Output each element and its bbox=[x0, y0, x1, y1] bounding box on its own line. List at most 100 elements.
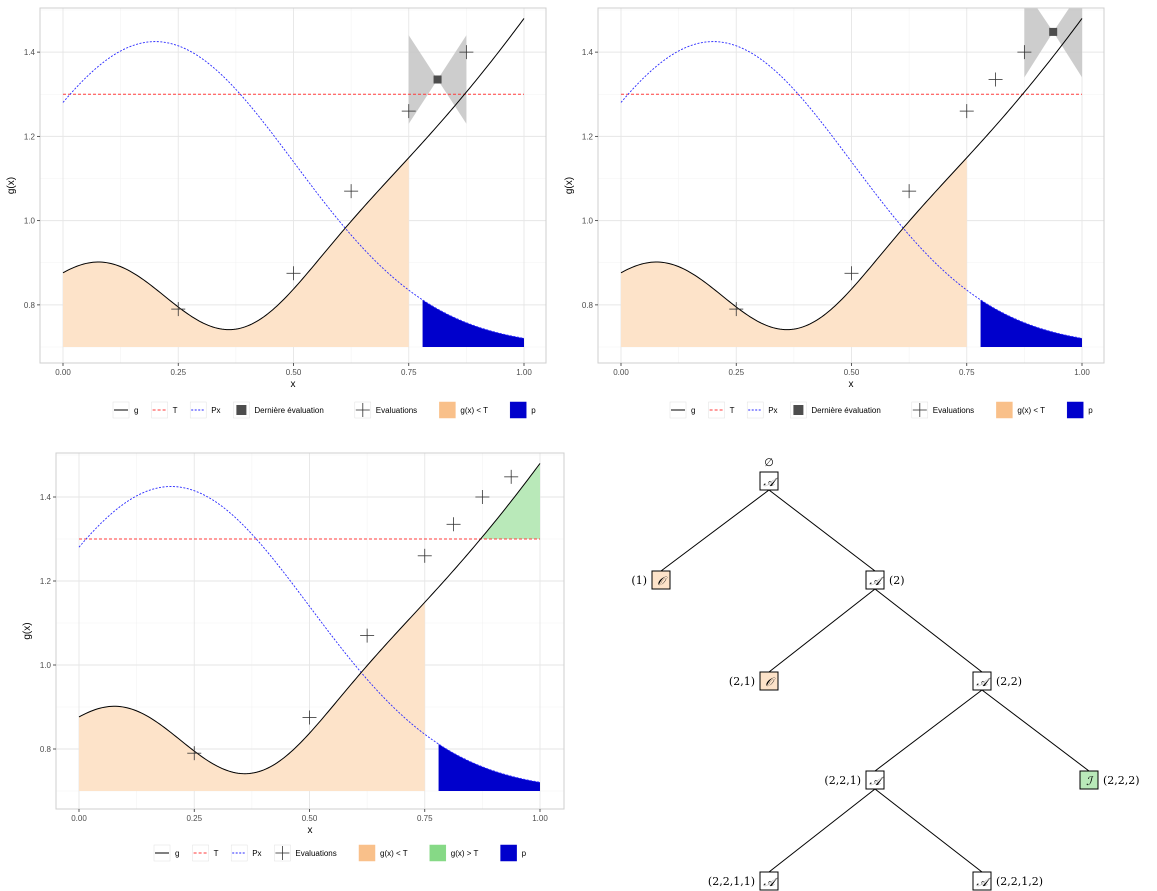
x-tick-label: 0.75 bbox=[401, 368, 417, 377]
x-tick-label: 0.25 bbox=[170, 368, 186, 377]
p-region bbox=[422, 299, 524, 347]
tree-node-symbol: 𝒜 bbox=[976, 875, 991, 889]
x-tick-label: 0.75 bbox=[417, 814, 433, 823]
x-tick-label: 0.25 bbox=[728, 368, 744, 377]
y-axis-label: g(x) bbox=[564, 177, 575, 194]
tree-node-box bbox=[651, 570, 671, 590]
legend-label: p bbox=[1088, 406, 1093, 415]
tree-node-n222: ℐ (2,2,2) bbox=[1079, 770, 1140, 790]
x-tick-label: 0.50 bbox=[844, 368, 860, 377]
y-tick-label: 0.8 bbox=[24, 301, 36, 310]
p-region bbox=[980, 299, 1082, 347]
tree-edge bbox=[981, 689, 1090, 772]
tree-edge bbox=[874, 689, 983, 772]
tree-node-label: (2,2) bbox=[996, 675, 1022, 688]
panel-border bbox=[39, 7, 547, 364]
tree-edge bbox=[768, 489, 876, 572]
legend-key-box bbox=[429, 844, 447, 862]
y-tick-label: 1.0 bbox=[40, 661, 52, 670]
legend-label: Evaluations bbox=[933, 406, 974, 415]
tree-root-label: ∅ bbox=[764, 456, 774, 469]
tree-node-symbol: 𝒜 bbox=[869, 574, 884, 588]
legend: g T Px Dernière évaluation Evaluations g(x) <… bbox=[112, 401, 536, 419]
tree-node-label: (1) bbox=[631, 574, 647, 587]
legend: g T Px Evaluations g(x) < T g(x) > T p bbox=[153, 844, 527, 862]
tree-edge bbox=[768, 788, 876, 873]
tree-node-label: (2,2,1) bbox=[824, 774, 861, 787]
x-tick-label: 1.00 bbox=[516, 368, 532, 377]
tree-node-label: (2,2,2) bbox=[1103, 774, 1140, 787]
y-tick-label: 1.4 bbox=[24, 48, 36, 57]
g-curve bbox=[62, 18, 525, 331]
tree-node-n1: 𝒪 (1) bbox=[631, 570, 671, 590]
tree-edge bbox=[768, 588, 876, 673]
confidence-band bbox=[408, 35, 467, 124]
legend-key-last bbox=[793, 405, 804, 415]
tree-node-box bbox=[759, 471, 779, 491]
tree-node-symbol: 𝒜 bbox=[763, 875, 778, 889]
px-curve bbox=[620, 41, 1083, 339]
tree-node-n221: 𝒜 (2,2,1) bbox=[824, 770, 885, 790]
tree-node-box bbox=[972, 671, 992, 691]
legend-label: g(x) > T bbox=[451, 849, 479, 858]
tree-node-box bbox=[865, 570, 885, 590]
legend-key-last bbox=[236, 405, 247, 415]
tree-edge bbox=[874, 588, 983, 673]
tree-node-label: (2) bbox=[889, 574, 905, 587]
decision-tree: ∅ 𝒜 𝒪 (1) 𝒜 (2) 𝒪 (2,1) 𝒜 (2,2) 𝒜 (2,2,1) ℐ (2,2,2) 𝒜 (… bbox=[631, 456, 1140, 891]
tree-node-n2212: 𝒜 (2,2,1,2) bbox=[972, 871, 1043, 891]
legend-key-box bbox=[509, 401, 527, 419]
legend-label: g bbox=[134, 406, 138, 415]
tree-node-symbol: 𝒜 bbox=[976, 675, 991, 689]
legend-label: g bbox=[175, 849, 179, 858]
tree-node-n2: 𝒜 (2) bbox=[865, 570, 905, 590]
panel-border bbox=[55, 452, 565, 810]
x-tick-label: 0.50 bbox=[286, 368, 302, 377]
legend-label: g bbox=[691, 406, 695, 415]
legend-label: p bbox=[522, 849, 527, 858]
tree-node-box bbox=[759, 671, 779, 691]
tree-node-label: (2,2,1,2) bbox=[996, 875, 1043, 888]
legend-label: g(x) < T bbox=[460, 406, 488, 415]
x-tick-label: 1.00 bbox=[532, 814, 548, 823]
legend: g T Px Dernière évaluation Evaluations g(x) <… bbox=[669, 401, 1093, 419]
last-evaluation-point bbox=[433, 75, 442, 84]
x-axis-label: x bbox=[291, 379, 296, 390]
chart-bottom-left: 0.00 0.25 0.50 0.75 1.00 0.8 1.0 1.2 1.4 x g(x) g T P… bbox=[22, 452, 565, 862]
legend-label: T bbox=[214, 849, 219, 858]
plot-area bbox=[40, 8, 546, 363]
legend-label: T bbox=[730, 406, 735, 415]
area-g-above-T bbox=[482, 463, 540, 539]
chart-top-left: 0.00 0.25 0.50 0.75 1.00 0.8 1.0 1.2 1.4 x g(x) g T P… bbox=[6, 7, 547, 419]
tree-node-box bbox=[759, 871, 779, 891]
tree-node-label: (2,1) bbox=[729, 675, 755, 688]
tree-node-symbol: 𝒪 bbox=[765, 675, 776, 689]
x-tick-label: 0.00 bbox=[613, 368, 629, 377]
x-tick-label: 0.00 bbox=[55, 368, 71, 377]
legend-label: Dernière évaluation bbox=[811, 406, 880, 415]
tree-node-box bbox=[972, 871, 992, 891]
tree-node-root: 𝒜 bbox=[759, 471, 779, 491]
x-tick-label: 1.00 bbox=[1074, 368, 1090, 377]
y-tick-label: 1.4 bbox=[582, 48, 594, 57]
x-tick-label: 0.00 bbox=[71, 814, 87, 823]
y-tick-label: 1.0 bbox=[582, 217, 594, 226]
tree-node-symbol: 𝒪 bbox=[657, 574, 668, 588]
confidence-band bbox=[1024, 8, 1082, 78]
y-tick-label: 1.4 bbox=[40, 493, 52, 502]
tree-node-label: (2,2,1,1) bbox=[708, 875, 755, 888]
legend-key-box bbox=[439, 401, 456, 419]
x-tick-label: 0.25 bbox=[186, 814, 202, 823]
x-tick-label: 0.50 bbox=[302, 814, 318, 823]
last-evaluation-point bbox=[1049, 27, 1058, 36]
px-curve bbox=[62, 41, 525, 339]
tree-node-symbol: ℐ bbox=[1086, 774, 1094, 788]
legend-label: Px bbox=[768, 406, 777, 415]
area-g-below-T bbox=[621, 157, 967, 347]
y-tick-label: 1.0 bbox=[24, 217, 36, 226]
tree-node-n21: 𝒪 (2,1) bbox=[729, 671, 779, 691]
g-curve bbox=[78, 463, 541, 775]
y-tick-label: 0.8 bbox=[582, 301, 594, 310]
tree-node-n2211: 𝒜 (2,2,1,1) bbox=[708, 871, 779, 891]
